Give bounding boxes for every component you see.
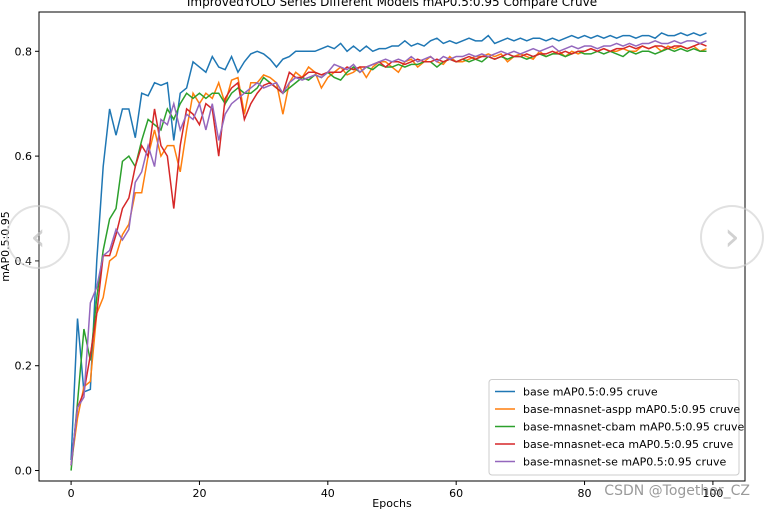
legend-entry-1: base-mnasnet-aspp mAP0.5:0.95 cruve [523, 403, 740, 416]
series-line-2 [70, 47, 707, 471]
y-tick-label-0: 0.0 [15, 465, 33, 478]
x-tick-label-5: 100 [702, 487, 723, 500]
x-tick-label-0: 0 [68, 487, 75, 500]
legend-entry-4: base-mnasnet-se mAP0.5:0.95 cruve [523, 456, 726, 469]
x-tick-label-1: 20 [192, 487, 206, 500]
prev-image-button[interactable]: ‹ [6, 205, 70, 269]
x-axis-label: Epochs [372, 497, 412, 509]
series-line-3 [70, 42, 707, 466]
y-tick-label-3: 0.6 [15, 150, 33, 163]
x-tick-label-2: 40 [321, 487, 335, 500]
chart-title: ImprovedYOLO Series Different Models mAP… [187, 0, 597, 9]
x-tick-label-4: 80 [578, 487, 592, 500]
legend-entry-3: base-mnasnet-eca mAP0.5:0.95 cruve [523, 438, 734, 451]
x-tick-label-3: 60 [449, 487, 463, 500]
legend-box [488, 379, 740, 476]
next-image-button[interactable]: › [700, 205, 764, 269]
series-line-4 [70, 40, 707, 466]
legend-entry-2: base-mnasnet-cbam mAP0.5:0.95 cruve [523, 421, 744, 434]
y-tick-label-1: 0.2 [15, 360, 33, 373]
chevron-left-icon: ‹ [30, 214, 46, 260]
chevron-right-icon: › [724, 214, 740, 260]
legend: base mAP0.5:0.95 cruve base-mnasnet-aspp … [488, 379, 744, 476]
x-axis-ticks: 0 20 40 60 80 100 [68, 481, 723, 500]
legend-entry-0: base mAP0.5:0.95 cruve [523, 386, 658, 399]
y-tick-label-4: 0.8 [15, 45, 33, 58]
watermark: CSDN @Together_CZ [604, 483, 750, 499]
